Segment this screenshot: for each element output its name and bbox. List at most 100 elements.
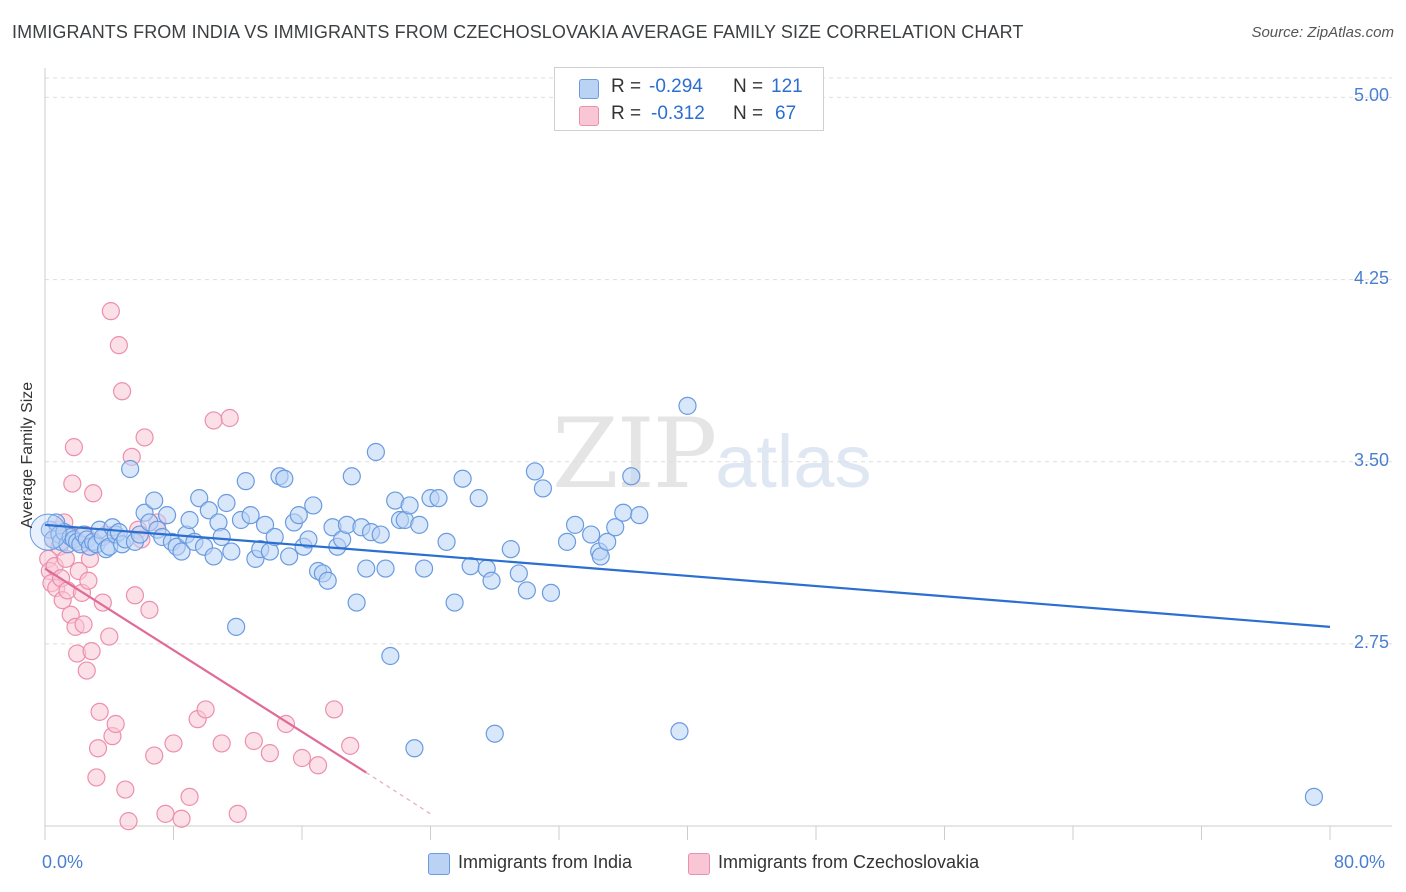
india-point	[469, 489, 488, 508]
czech-point	[125, 586, 145, 605]
y-axis-label: Average Family Size	[19, 381, 36, 529]
india-point	[525, 462, 545, 481]
czech-point	[100, 627, 119, 646]
india-point	[429, 489, 448, 508]
india-point	[445, 593, 464, 612]
y-tick-label: 3.50	[1354, 449, 1390, 470]
india-point	[212, 527, 231, 547]
india-point	[318, 571, 337, 590]
india-point	[236, 472, 255, 491]
india-point	[381, 646, 400, 666]
x-tick-label-min: 0.0%	[42, 852, 84, 872]
czech-point	[79, 571, 98, 590]
czech-point	[116, 780, 135, 799]
india-point	[598, 532, 617, 551]
y-tick-label: 2.75	[1354, 631, 1390, 652]
czech-point	[172, 809, 191, 828]
india-point	[304, 496, 323, 515]
india-point	[557, 532, 577, 551]
czech-point	[292, 748, 312, 768]
india-point	[453, 469, 472, 488]
india-point	[265, 527, 284, 547]
czech-point	[106, 714, 125, 734]
india-point	[400, 496, 419, 515]
legend-n-value-india: 121	[771, 76, 803, 97]
axes	[44, 68, 1392, 840]
czech-point	[244, 731, 263, 751]
czech-point	[74, 615, 93, 634]
india-point	[582, 525, 601, 544]
india-point	[630, 506, 649, 525]
legend-swatch-india	[579, 79, 599, 99]
india-point	[606, 518, 625, 537]
czech-point	[308, 756, 328, 775]
india-point-cluster	[29, 513, 67, 551]
india-point	[565, 515, 585, 534]
india-point	[366, 442, 385, 462]
czech-point	[87, 768, 106, 787]
india-point	[347, 593, 366, 612]
source-label: Source: ZipAtlas.com	[1251, 24, 1394, 41]
legend-n-value-czech: 67	[775, 103, 797, 124]
czech-point	[180, 787, 199, 806]
czech-point	[204, 411, 223, 430]
czech-point	[325, 700, 344, 719]
india-point	[614, 503, 633, 522]
watermark-zip: ZIP	[552, 398, 717, 510]
india-point	[204, 547, 223, 566]
india-point	[678, 396, 697, 415]
india-point	[255, 515, 275, 534]
czech-point	[63, 474, 82, 493]
india-point	[357, 559, 376, 578]
czech-point	[212, 734, 231, 753]
india-point	[482, 571, 501, 590]
india-point	[199, 501, 218, 520]
india-point	[437, 532, 456, 551]
india-point	[405, 739, 424, 758]
india-point	[289, 506, 308, 525]
india-point	[275, 469, 294, 488]
czech-trend-line	[44, 567, 367, 774]
czech-point	[82, 642, 101, 661]
czech-point	[119, 812, 138, 831]
india-point	[509, 564, 528, 583]
czech-point	[84, 484, 103, 503]
india-point	[180, 510, 199, 530]
legend-r-value-czech: -0.312	[651, 103, 705, 124]
india-point	[533, 479, 553, 498]
legend-row-india: R = -0.294 N = 121	[555, 74, 823, 102]
india-point	[121, 459, 140, 479]
india-trend-line	[44, 523, 1331, 628]
czech-point	[135, 428, 154, 447]
legend-swatch-czech	[579, 106, 599, 126]
czech-point	[220, 408, 239, 428]
czech-point	[228, 804, 247, 823]
trend-lines	[44, 523, 1331, 815]
india-point	[172, 542, 191, 561]
india-point	[541, 583, 561, 602]
india-point	[217, 493, 236, 513]
india-point	[280, 547, 299, 566]
india-point	[376, 559, 395, 578]
india-point	[342, 467, 361, 486]
czech-point	[145, 746, 164, 765]
y-tick-label: 4.25	[1354, 267, 1390, 288]
czech-point	[64, 438, 84, 457]
india-point	[145, 491, 164, 510]
legend-r-label: R =	[611, 103, 642, 124]
india-point	[241, 506, 260, 525]
india-point	[670, 722, 689, 741]
legend-r-value-india: -0.294	[649, 76, 703, 97]
india-point	[414, 559, 434, 578]
czech-point	[164, 734, 183, 753]
czech-point	[101, 302, 120, 321]
czech-point	[156, 804, 175, 823]
bottom-legend-swatch-india	[428, 853, 450, 875]
legend-n-label: N =	[733, 76, 764, 97]
india-point	[157, 506, 177, 525]
czech-point	[88, 739, 108, 758]
india-point	[371, 525, 390, 544]
india-point	[222, 542, 241, 561]
india-points	[29, 396, 1324, 806]
